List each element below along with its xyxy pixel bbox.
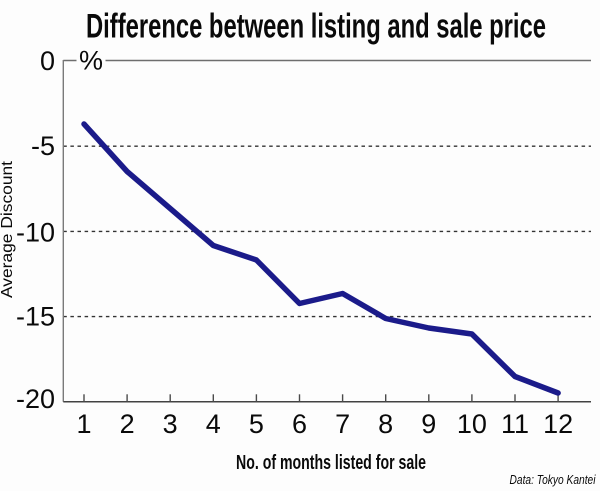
svg-text:8: 8 [378, 409, 393, 439]
svg-text:-5: -5 [31, 131, 55, 161]
svg-text:6: 6 [292, 409, 307, 439]
svg-text:5: 5 [249, 409, 264, 439]
svg-text:11: 11 [501, 409, 529, 439]
svg-text:12: 12 [543, 409, 573, 439]
svg-text:%: % [79, 46, 103, 76]
svg-text:No. of months listed for sale: No. of months listed for sale [236, 451, 426, 474]
svg-text:Data: Tokyo Kantei: Data: Tokyo Kantei [510, 472, 597, 487]
svg-text:3: 3 [163, 409, 178, 439]
svg-text:-10: -10 [16, 218, 55, 248]
svg-text:-15: -15 [16, 302, 55, 332]
svg-text:Difference between listing and: Difference between listing and sale pric… [86, 8, 546, 46]
svg-text:1: 1 [76, 409, 91, 439]
svg-text:2: 2 [120, 409, 135, 439]
svg-text:7: 7 [335, 409, 350, 439]
svg-text:10: 10 [457, 409, 487, 439]
svg-text:-20: -20 [16, 384, 55, 414]
svg-text:9: 9 [421, 409, 436, 439]
svg-text:4: 4 [206, 409, 221, 439]
svg-text:Average Discount: Average Discount [0, 160, 16, 298]
svg-text:0: 0 [40, 46, 55, 76]
